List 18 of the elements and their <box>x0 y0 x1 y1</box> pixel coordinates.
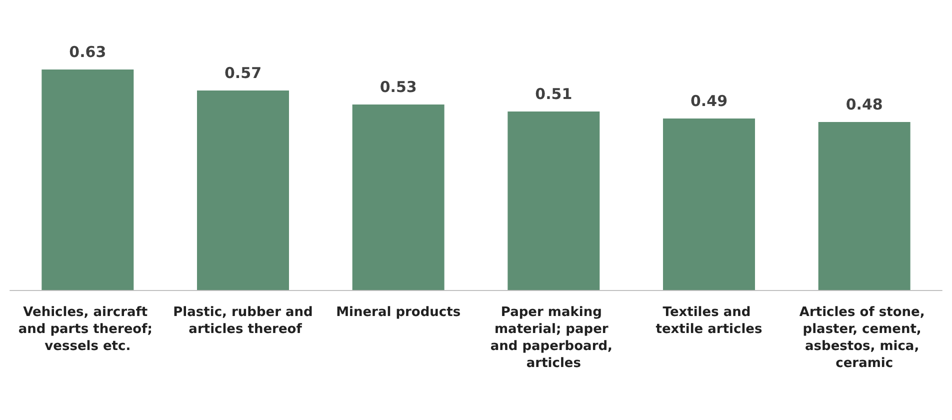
data-label: 0.49 <box>690 92 728 110</box>
bar <box>42 70 134 290</box>
bar <box>663 118 755 290</box>
bar <box>508 112 600 290</box>
data-label: 0.63 <box>69 43 106 61</box>
bar <box>352 104 444 290</box>
x-tick-label: Plastic, rubber and articles thereof <box>173 305 313 337</box>
x-tick-label: Paper making material; paper and paperboard, articles <box>490 305 618 371</box>
x-tick-label: Articles of stone, plaster, cement, asbestos, mica, ceramic <box>799 305 930 371</box>
x-tick-label: Mineral products <box>336 305 461 320</box>
data-label: 0.57 <box>224 64 262 82</box>
data-label: 0.48 <box>846 96 883 114</box>
bar <box>197 90 289 290</box>
data-label: 0.51 <box>535 85 572 103</box>
x-tick-label: Vehicles, aircraft and parts thereof; vessels etc. <box>18 305 157 354</box>
bar <box>818 122 910 290</box>
data-label: 0.53 <box>380 78 417 96</box>
x-tick-label: Textiles and textile articles <box>656 305 762 337</box>
